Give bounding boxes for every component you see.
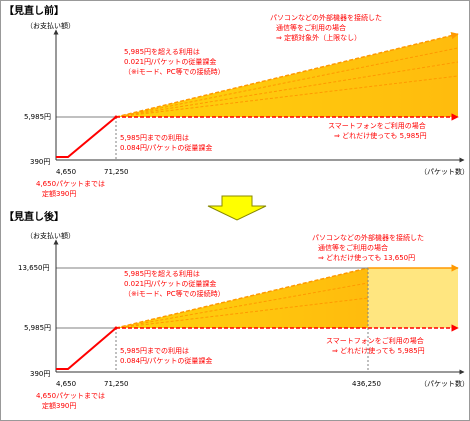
y-tick-5985: 5,985円 [24,324,51,332]
chart-before: 【見直し前】 （お支払い額） 5,985円 390円 4,650 71,250 … [4,4,469,198]
under-rate: 0.084円/パケットの従量課金 [120,356,212,365]
pc-sub: 通信等をご利用の場合 [318,243,388,252]
x-tick-71250: 71,250 [104,380,129,388]
over-note: （※iモード、PC等での接続時） [124,67,225,76]
over-rate: 0.021円/パケットの従量課金 [124,57,216,66]
data-point-5985 [114,115,118,119]
smart-title: スマートフォンをご利用の場合 [328,121,426,130]
over-usage-line [115,31,459,118]
smart-title: スマートフォンをご利用の場合 [326,336,424,345]
smart-note: ⇒ どれだけ使っても 5,985円 [334,131,427,140]
under-rate: 0.084円/パケットの従量課金 [120,143,212,152]
flat-note-a: 4,650パケットまでは [36,180,105,188]
metered-line [56,327,117,370]
pc-title: パソコンなどの外部機器を接続した [312,233,424,242]
under-title: 5,985円までの利用は [120,346,189,355]
pc-sub: 通信等をご利用の場合 [276,23,346,32]
transition-arrow [207,195,267,221]
chart-after: 【見直し後】 （お支払い額） 13,650円 5,985円 390円 4,650… [4,210,469,410]
y-tick-13650: 13,650円 [18,264,50,272]
over-usage-guide-1 [115,282,369,329]
x-tick-4650: 4,650 [56,168,76,176]
data-point-5985 [114,326,118,330]
capped-area [368,268,458,328]
chart-title: 【見直し後】 [4,210,64,223]
over-usage-line [115,267,369,329]
pc-title: パソコンなどの外部機器を接続した [270,13,382,22]
chart-title: 【見直し前】 [4,4,64,17]
y-tick-5985: 5,985円 [24,113,51,121]
over-rate: 0.021円/パケットの従量課金 [124,279,216,288]
x-tick-4650: 4,650 [56,380,76,388]
pc-note: ⇒ 定額対象外（上限なし） [276,33,361,42]
over-usage-guide-1 [115,47,459,118]
over-usage-guide-2 [115,61,459,118]
over-title: 5,985円を超える利用は [124,47,200,56]
x-axis-label: （パケット数） [420,167,469,176]
flat-note-a: 4,650パケットまでは [36,392,105,400]
under-title: 5,985円までの利用は [120,133,189,142]
over-note: （※iモード、PC等での接続時） [124,289,225,298]
x-tick-71250: 71,250 [104,168,129,176]
smart-note: ⇒ どれだけ使っても 5,985円 [332,346,425,355]
metered-line [56,116,117,158]
flat-note-b: 定額390円 [42,189,76,198]
over-title: 5,985円を超える利用は [124,269,200,278]
over-usage-guide-2 [115,297,369,329]
over-usage-guide-3 [115,75,459,118]
y-tick-390: 390円 [30,158,50,166]
x-axis-label: （パケット数） [420,379,469,388]
y-tick-390: 390円 [30,370,50,378]
flat-note-b: 定額390円 [42,401,76,410]
x-tick-436250: 436,250 [352,380,381,388]
pc-note: ⇒ どれだけ使っても 13,650円 [318,253,415,262]
y-axis-label: （お支払い額） [26,21,75,30]
y-axis-label: （お支払い額） [26,231,75,240]
